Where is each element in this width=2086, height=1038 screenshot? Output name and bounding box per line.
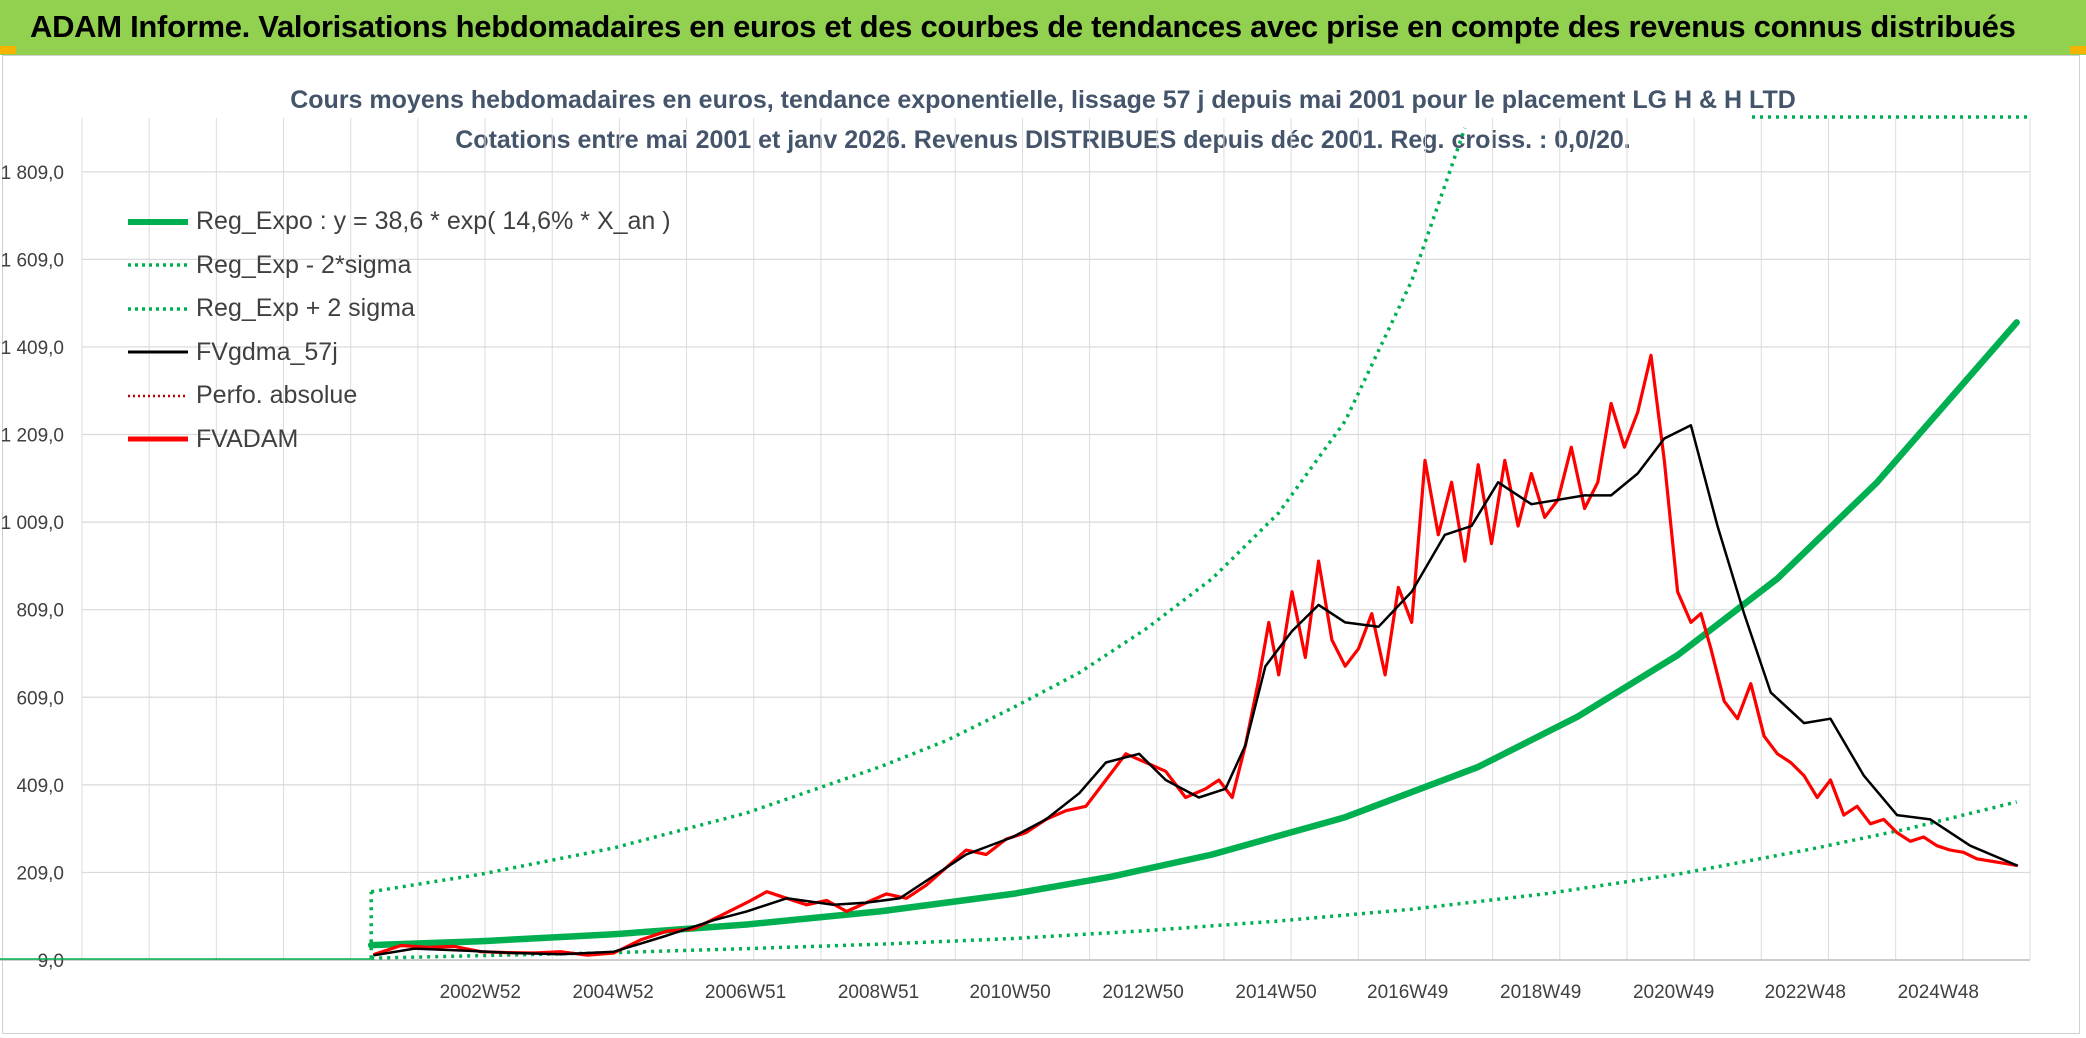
- series-line-2: [370, 127, 1467, 894]
- legend-swatch-fvgdma: [128, 346, 188, 358]
- y-tick-label: 1 809,0: [1, 163, 64, 184]
- legend-item-fvgdma: FVgdma_57j: [128, 331, 671, 375]
- legend-swatch-reg-expo: [128, 216, 188, 228]
- legend-label-perfo: Perfo. absolue: [196, 381, 358, 410]
- x-tick-label: 2002W52: [440, 982, 521, 1003]
- y-tick-label: 809,0: [16, 601, 64, 622]
- x-tick-label: 2006W51: [705, 982, 786, 1003]
- y-tick-label: 609,0: [16, 688, 64, 709]
- y-tick-label: 1 409,0: [1, 338, 64, 359]
- legend-item-perfo: Perfo. absolue: [128, 374, 671, 418]
- series-line-1: [371, 800, 2018, 960]
- x-tick-label: 2014W50: [1235, 982, 1316, 1003]
- legend-item-reg-exp-plus: Reg_Exp + 2 sigma: [128, 287, 671, 331]
- x-tick-label: 2024W48: [1898, 982, 1979, 1003]
- legend-swatch-fvadam: [128, 433, 188, 445]
- y-tick-label: 9,0: [38, 951, 64, 972]
- header-banner: ADAM Informe. Valorisations hebdomadaire…: [0, 0, 2086, 55]
- x-tick-label: 2010W50: [969, 982, 1050, 1003]
- series-lines: [0, 115, 2030, 960]
- chart-title: Cours moyens hebdomadaires en euros, ten…: [290, 86, 1796, 114]
- y-tick-label: 1 209,0: [1, 426, 64, 447]
- header-title: ADAM Informe. Valorisations hebdomadaire…: [30, 9, 2016, 44]
- legend-label-reg-exp-minus: Reg_Exp - 2*sigma: [196, 250, 412, 279]
- x-tick-label: 2008W51: [838, 982, 919, 1003]
- legend-label-reg-exp-plus: Reg_Exp + 2 sigma: [196, 294, 415, 323]
- y-tick-label: 409,0: [16, 776, 64, 797]
- y-tick-label: 209,0: [16, 863, 64, 884]
- x-tick-label: 2004W52: [573, 982, 654, 1003]
- legend-swatch-reg-exp-plus: [128, 303, 188, 315]
- x-tick-label: 2012W50: [1102, 982, 1183, 1003]
- legend-label-reg-expo: Reg_Expo : y = 38,6 * exp( 14,6% * X_an …: [196, 207, 671, 236]
- corner-marker-right: [2070, 46, 2086, 54]
- x-tick-label: 2016W49: [1367, 982, 1448, 1003]
- corner-marker-left: [0, 46, 16, 54]
- series-line-5: [372, 353, 2019, 957]
- x-tick-label: 2020W49: [1633, 982, 1714, 1003]
- legend-item-reg-expo: Reg_Expo : y = 38,6 * exp( 14,6% * X_an …: [128, 200, 671, 244]
- legend-swatch-reg-exp-minus: [128, 259, 188, 271]
- x-tick-labels: 2002W52 2004W52 2006W51 2008W51 2010W50 2012W…: [440, 982, 1979, 1003]
- y-tick-labels: 9,0 209,0 409,0 609,0 809,0 1 009,0 1 209,0 1 4…: [1, 163, 64, 972]
- series-line-3: [373, 424, 2018, 957]
- y-tick-label: 1 609,0: [1, 250, 64, 271]
- legend-item-fvadam: FVADAM: [128, 418, 671, 462]
- legend-swatch-perfo: [128, 390, 188, 402]
- legend-label-fvgdma: FVgdma_57j: [196, 337, 338, 366]
- chart-frame: [2, 55, 2080, 1034]
- y-tick-label: 1 009,0: [1, 513, 64, 534]
- legend-label-fvadam: FVADAM: [196, 424, 299, 453]
- legend-item-reg-exp-minus: Reg_Exp - 2*sigma: [128, 244, 671, 288]
- x-tick-label: 2018W49: [1500, 982, 1581, 1003]
- series-line-0: [367, 319, 2020, 949]
- grid-lines: [0, 118, 2031, 961]
- x-tick-label: 2022W48: [1765, 982, 1846, 1003]
- chart-subtitle: Cotations entre mai 2001 et janv 2026. R…: [455, 126, 1631, 154]
- legend: Reg_Expo : y = 38,6 * exp( 14,6% * X_an …: [128, 200, 671, 461]
